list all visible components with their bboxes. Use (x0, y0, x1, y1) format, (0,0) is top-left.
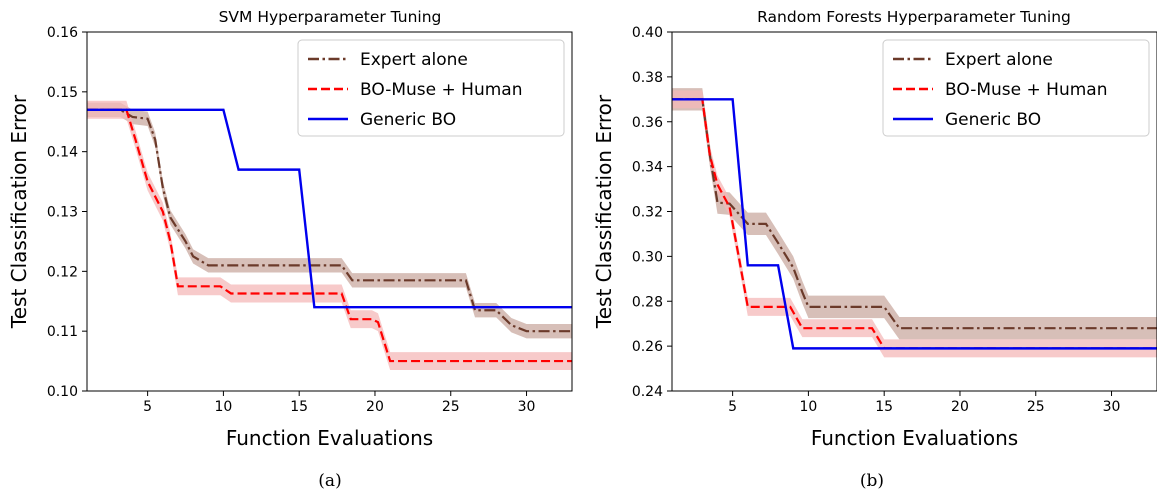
y-tick-label: 0.16 (47, 25, 78, 41)
x-tick-label: 25 (1027, 399, 1045, 415)
legend-label-0: Expert alone (360, 50, 468, 70)
y-tick-label: 0.28 (632, 294, 663, 310)
series-line-1 (672, 98, 1157, 350)
y-tick-label: 0.14 (47, 145, 78, 161)
legend-box (297, 39, 565, 137)
y-tick-label: 0.24 (632, 384, 663, 400)
x-tick-label: 20 (951, 399, 969, 415)
legend-box (882, 39, 1150, 137)
x-tick-label: 10 (214, 399, 232, 415)
plot-area (672, 88, 1157, 358)
series-line-0 (87, 108, 572, 333)
y-tick-label: 0.34 (632, 160, 663, 176)
y-tick-label: 0.40 (632, 25, 663, 41)
series-line-2 (87, 108, 572, 309)
y-tick-label: 0.13 (47, 205, 78, 221)
x-tick-label: 10 (799, 399, 817, 415)
x-tick-label: 25 (442, 399, 460, 415)
x-tick-label: 5 (143, 399, 152, 415)
series-line-1 (87, 108, 572, 363)
x-axis-label: Function Evaluations (226, 426, 433, 450)
y-tick-label: 0.36 (632, 115, 663, 131)
x-tick-label: 5 (728, 399, 737, 415)
x-tick-label: 30 (518, 399, 536, 415)
figure-caption: (a) (318, 471, 341, 491)
random-forests-chart: 5 10 15 20 25 30 0.24 0.26 0.28 0.30 0.32 0.34 0.36 0… (592, 8, 1157, 491)
y-axis-label: Test Classification Error (7, 94, 31, 329)
chart-title: SVM Hyperparameter Tuning (219, 8, 442, 26)
y-tick-label: 0.15 (47, 85, 78, 101)
y-tick-label: 0.32 (632, 205, 663, 221)
confidence-band-1 (87, 100, 572, 371)
y-tick-label: 0.30 (632, 249, 663, 265)
x-tick-label: 30 (1103, 399, 1121, 415)
y-tick-label: 0.38 (632, 70, 663, 86)
legend-label-1: BO-Muse + Human (945, 80, 1107, 100)
svm-chart: 5 10 15 20 25 30 0.10 0.11 0.12 0.13 0.14 0.15 0.16 S… (7, 8, 573, 491)
plot-area (87, 100, 572, 371)
legend-label-2: Generic BO (360, 110, 456, 130)
chart-title: Random Forests Hyperparameter Tuning (757, 8, 1071, 26)
series-line-0 (672, 98, 1157, 330)
legend-label-0: Expert alone (945, 50, 1053, 70)
y-axis-label: Test Classification Error (592, 94, 616, 329)
y-tick-label: 0.10 (47, 384, 78, 400)
y-tick-label: 0.12 (47, 264, 78, 280)
y-tick-label: 0.11 (47, 324, 78, 340)
y-tick-label: 0.26 (632, 339, 663, 355)
legend-label-2: Generic BO (945, 110, 1041, 130)
confidence-band-0 (87, 102, 572, 339)
series-line-2 (672, 98, 1157, 350)
x-tick-label: 15 (875, 399, 893, 415)
x-axis-label: Function Evaluations (811, 426, 1018, 450)
figure-caption: (b) (860, 471, 884, 491)
x-tick-label: 15 (290, 399, 308, 415)
confidence-band-0 (672, 88, 1157, 340)
legend-label-1: BO-Muse + Human (360, 80, 522, 100)
x-tick-label: 20 (366, 399, 384, 415)
